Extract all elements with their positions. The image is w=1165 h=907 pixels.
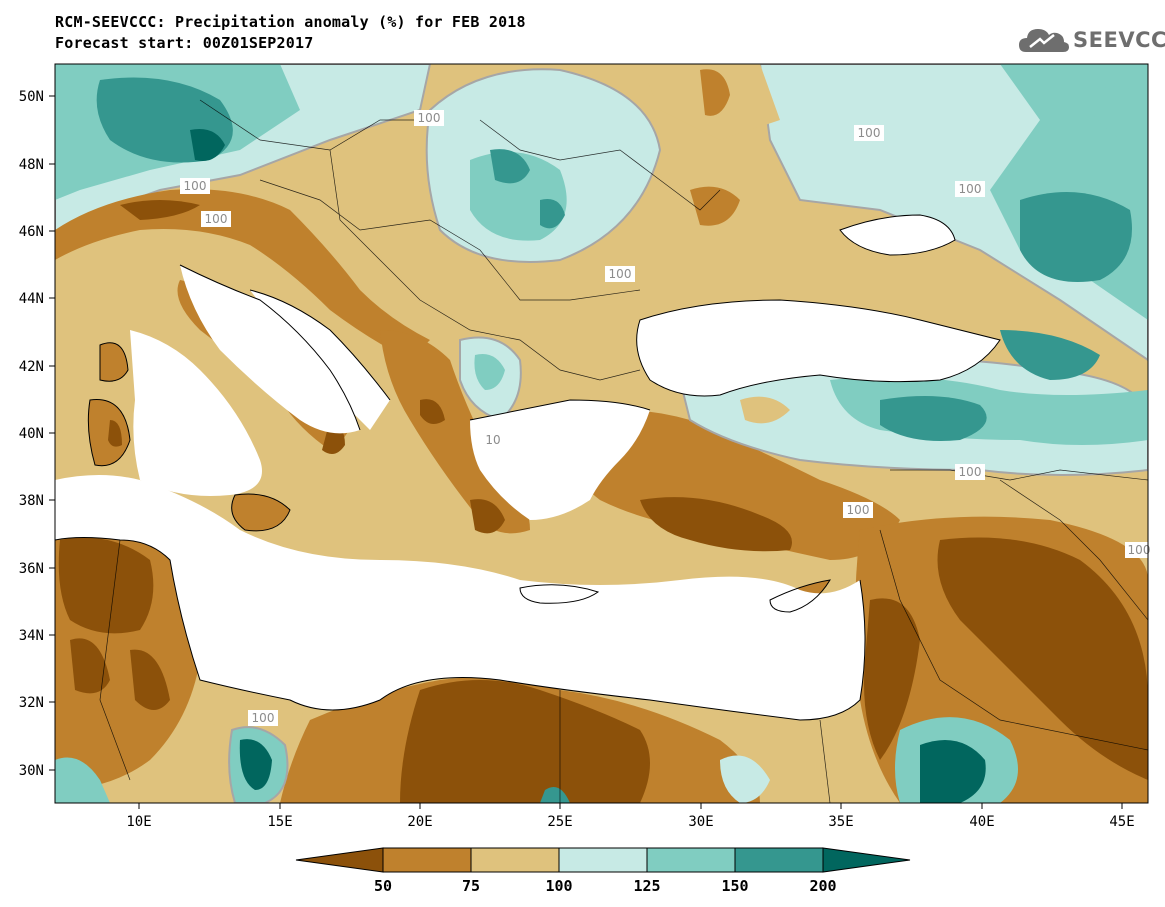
colorbar-label: 100 xyxy=(545,877,572,895)
lon-label: 30E xyxy=(688,814,713,830)
lat-label: 38N xyxy=(19,493,44,509)
logo-text: SEEVCCC xyxy=(1073,28,1165,52)
lat-label: 34N xyxy=(19,628,44,644)
contour-label: 100 xyxy=(843,502,873,518)
contour-label: 10 xyxy=(482,432,504,448)
svg-text:100: 100 xyxy=(609,267,632,281)
contour-label: 100 xyxy=(605,266,635,282)
lon-label: 40E xyxy=(969,814,994,830)
svg-text:100: 100 xyxy=(959,465,982,479)
svg-text:10: 10 xyxy=(485,433,500,447)
colorbar-bin xyxy=(558,847,648,873)
contour-labels: 100 100 100 100 100 100 100 100 10 100 1… xyxy=(180,110,1150,726)
lat-label: 46N xyxy=(19,224,44,240)
contour-label: 100 xyxy=(955,464,985,480)
contour-label: 100 xyxy=(201,211,231,227)
latitude-axis xyxy=(49,95,55,771)
cloud-icon xyxy=(1019,29,1069,52)
lon-label: 45E xyxy=(1109,814,1134,830)
forecast-start-label: Forecast start: 00Z01SEP2017 xyxy=(55,34,314,52)
lon-label: 25E xyxy=(547,814,572,830)
colorbar-bin xyxy=(734,847,824,873)
colorbar-label: 50 xyxy=(374,877,392,895)
lon-label: 20E xyxy=(407,814,432,830)
lat-label: 32N xyxy=(19,695,44,711)
longitude-axis xyxy=(138,803,1123,809)
svg-text:100: 100 xyxy=(858,126,881,140)
contour-label: 100 xyxy=(955,181,985,197)
lat-label: 30N xyxy=(19,763,44,779)
seevccc-logo: SEEVCCC xyxy=(1018,22,1165,58)
svg-text:100: 100 xyxy=(1128,543,1151,557)
svg-text:100: 100 xyxy=(205,212,228,226)
contour-label: 100 xyxy=(248,710,278,726)
chart-title: RCM-SEEVCCC: Precipitation anomaly (%) f… xyxy=(55,13,526,31)
colorbar-label: 200 xyxy=(809,877,836,895)
colorbar xyxy=(295,847,911,873)
lon-label: 10E xyxy=(126,814,151,830)
contour-label: 100 xyxy=(854,125,884,141)
lat-label: 44N xyxy=(19,291,44,307)
lat-label: 36N xyxy=(19,561,44,577)
svg-text:100: 100 xyxy=(252,711,275,725)
contour-label: 100 xyxy=(414,110,444,126)
lon-label: 35E xyxy=(828,814,853,830)
colorbar-bin xyxy=(470,847,560,873)
svg-text:100: 100 xyxy=(418,111,441,125)
colorbar-label: 150 xyxy=(721,877,748,895)
lat-label: 50N xyxy=(19,89,44,105)
colorbar-label: 125 xyxy=(633,877,660,895)
svg-text:100: 100 xyxy=(847,503,870,517)
anomaly-field xyxy=(55,64,1148,803)
svg-text:100: 100 xyxy=(184,179,207,193)
colorbar-bin xyxy=(295,847,384,873)
lat-label: 40N xyxy=(19,426,44,442)
colorbar-bin xyxy=(646,847,736,873)
svg-text:100: 100 xyxy=(959,182,982,196)
lon-label: 15E xyxy=(267,814,292,830)
lat-label: 42N xyxy=(19,359,44,375)
colorbar-bin xyxy=(822,847,911,873)
colorbar-label: 75 xyxy=(462,877,480,895)
contour-label: 100 xyxy=(1125,542,1150,558)
lat-label: 48N xyxy=(19,157,44,173)
coastlines xyxy=(55,214,1001,721)
colorbar-bin xyxy=(382,847,472,873)
contour-label: 100 xyxy=(180,178,210,194)
country-borders xyxy=(99,99,1148,803)
